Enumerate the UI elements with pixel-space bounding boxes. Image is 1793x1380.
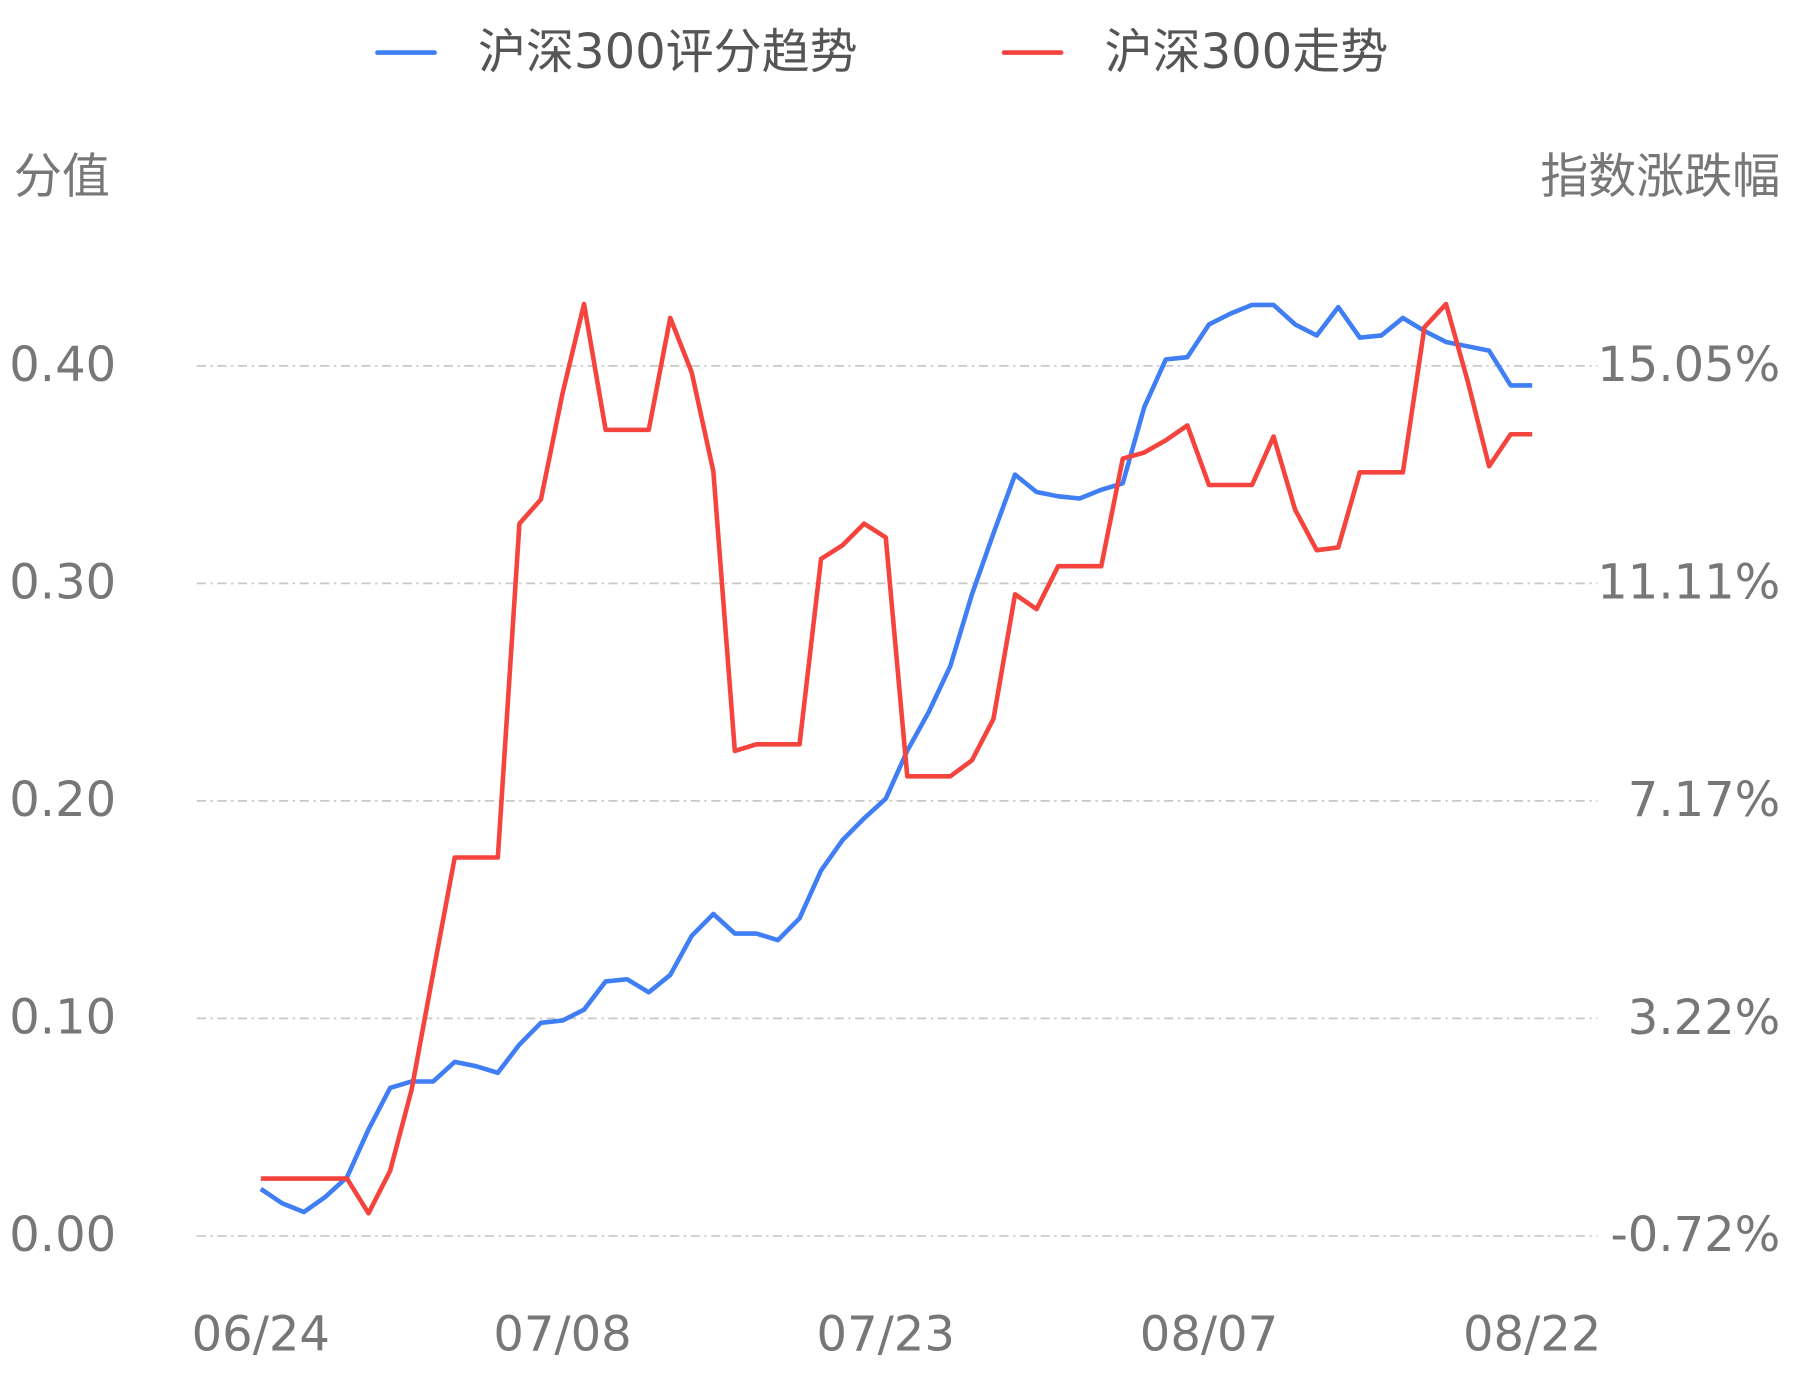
legend-label: 沪深300评分趋势 [478,24,858,80]
y2-tick-label: 7.17% [1628,772,1780,828]
y-tick-label: 0.00 [9,1207,116,1263]
x-tick-label: 07/23 [817,1307,955,1363]
x-tick-label: 06/24 [192,1307,330,1363]
y-tick-label: 0.10 [9,990,116,1046]
legend-label: 沪深300走势 [1105,24,1389,80]
y-tick-label: 0.40 [9,337,116,393]
x-tick-label: 07/08 [493,1307,631,1363]
y-tick-label: 0.20 [9,772,116,828]
y2-axis-title: 指数涨跌幅 [1540,149,1780,205]
x-tick-label: 08/07 [1140,1307,1278,1363]
series-line [260,301,1533,1216]
y2-tick-label: 15.05% [1597,337,1780,393]
y2-tick-label: 3.22% [1628,990,1780,1046]
y2-tick-label: 11.11% [1597,555,1780,611]
y-axis-title: 分值 [14,149,110,205]
x-tick-label: 08/22 [1463,1307,1601,1363]
y-tick-label: 0.30 [9,555,116,611]
y2-tick-label: -0.72% [1610,1207,1780,1263]
series-line [259,302,1533,1215]
